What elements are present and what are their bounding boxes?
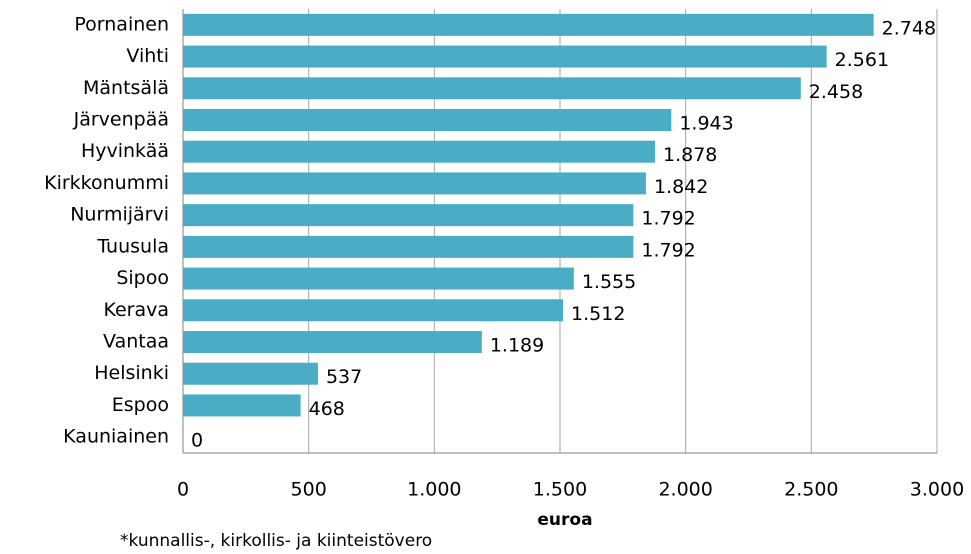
bar [183, 172, 646, 195]
bar [183, 235, 634, 258]
data-label: 1.555 [582, 271, 636, 293]
x-tick-label: 2.000 [658, 479, 712, 501]
bar [183, 267, 574, 290]
data-label: 2.561 [835, 49, 889, 71]
bar [183, 109, 672, 131]
data-label: 1.943 [679, 113, 733, 135]
data-label: 1.189 [490, 335, 544, 357]
y-tick-label: Kerava [103, 299, 169, 321]
y-tick-label: Järvenpää [73, 109, 169, 131]
data-label: 1.842 [654, 176, 708, 198]
y-tick-label: Pornainen [74, 13, 169, 35]
y-tick-label: Mäntsälä [83, 77, 169, 99]
bar [183, 13, 874, 36]
bar [183, 140, 656, 163]
y-tick-label: Helsinki [94, 362, 169, 384]
y-tick-label: Vantaa [103, 331, 169, 353]
footnote: *kunnallis-, kirkollis- ja kiinteistöver… [120, 531, 432, 551]
data-label: 2.748 [882, 17, 936, 39]
x-tick-label: 2.500 [784, 479, 838, 501]
y-tick-label: Hyvinkää [81, 140, 169, 162]
y-tick-label: Tuusula [96, 235, 169, 257]
bar [183, 204, 634, 227]
x-tick-label: 500 [291, 479, 327, 501]
bar [183, 299, 564, 322]
bar [183, 394, 301, 417]
y-tick-label: Espoo [112, 394, 169, 416]
y-tick-label: Sipoo [116, 267, 169, 289]
data-label: 1.792 [641, 208, 695, 230]
x-axis-label: euroa [537, 510, 592, 530]
x-tick-label: 1.000 [407, 479, 461, 501]
data-label: 537 [326, 366, 362, 388]
data-label: 468 [309, 398, 345, 420]
data-label: 0 [191, 430, 203, 452]
bar [183, 45, 827, 68]
bar [183, 77, 801, 100]
x-tick-label: 1.500 [533, 479, 587, 501]
x-tick-label: 3.000 [910, 479, 964, 501]
x-tick-label: 0 [177, 479, 189, 501]
bar [183, 331, 482, 353]
y-tick-label: Vihti [126, 45, 169, 67]
y-tick-label: Kirkkonummi [44, 172, 169, 194]
data-label: 1.512 [571, 303, 625, 325]
data-label: 2.458 [809, 81, 863, 103]
data-label: 1.878 [663, 144, 717, 166]
data-label: 1.792 [641, 239, 695, 261]
y-tick-label: Kauniainen [63, 426, 169, 448]
bar [183, 362, 318, 385]
y-tick-label: Nurmijärvi [70, 204, 169, 226]
